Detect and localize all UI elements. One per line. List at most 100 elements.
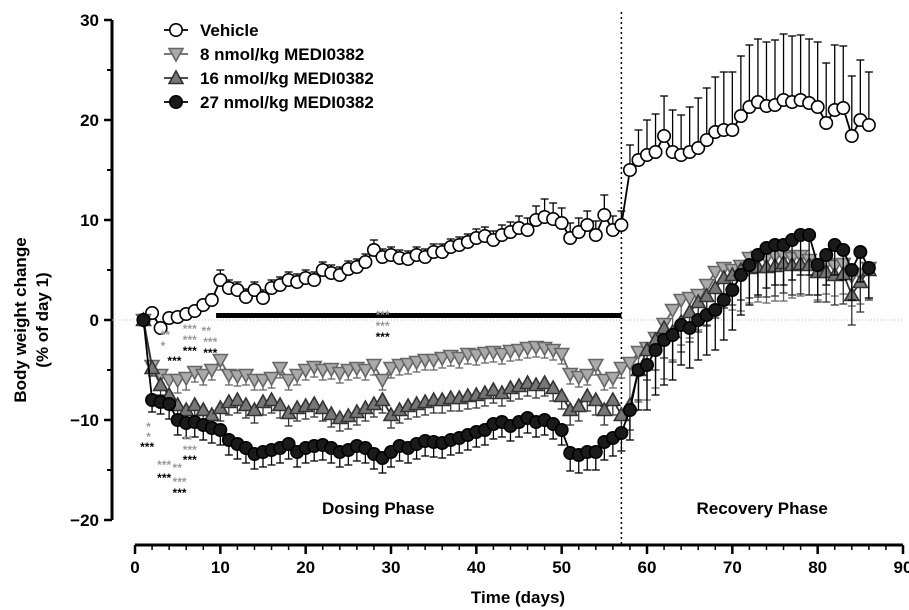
data-point [861, 260, 876, 275]
y-tick-label: −10 [70, 411, 99, 430]
x-tick-label: 0 [130, 558, 139, 577]
data-point [167, 69, 185, 85]
data-point [614, 218, 629, 233]
legend-label: Vehicle [200, 21, 259, 40]
data-point [844, 129, 859, 144]
data-point [167, 47, 185, 63]
data-point [357, 363, 374, 379]
data-point [307, 272, 322, 287]
data-point [622, 163, 637, 178]
data-point [288, 368, 306, 384]
data-point [648, 342, 663, 357]
x-axis-label: Time (days) [471, 588, 565, 607]
data-point [844, 262, 859, 277]
data-point [691, 141, 706, 156]
data-point [861, 118, 876, 133]
data-point [664, 303, 681, 319]
data-point [733, 109, 748, 124]
data-point [810, 100, 825, 115]
data-point [136, 312, 151, 327]
data-point [725, 123, 740, 138]
data-point [716, 292, 731, 307]
data-point [520, 223, 535, 238]
data-point [595, 401, 613, 417]
data-point [819, 248, 834, 263]
data-point [578, 387, 596, 403]
legend-item-1: Vehicle [164, 21, 259, 40]
significance-mark: ** [173, 461, 183, 475]
data-point [271, 361, 289, 377]
data-point [322, 405, 340, 421]
data-point [819, 116, 834, 131]
data-point [544, 379, 562, 395]
data-point [706, 279, 724, 295]
x-tick-label: 80 [808, 558, 827, 577]
significance-mark: *** [183, 443, 197, 457]
data-point [853, 245, 868, 260]
data-point [246, 401, 263, 417]
significance-mark: *** [376, 308, 390, 322]
series-3 [135, 254, 878, 432]
x-tick-label: 60 [638, 558, 657, 577]
significance-mark: *** [183, 453, 197, 467]
data-point [681, 291, 699, 307]
data-point [836, 243, 851, 258]
data-point [229, 391, 246, 407]
data-point [587, 358, 605, 374]
y-tick-label: 0 [90, 311, 99, 330]
data-point [580, 218, 595, 233]
data-point [588, 444, 603, 459]
data-point [162, 396, 177, 411]
significance-mark: *** [183, 322, 197, 336]
data-point [665, 327, 680, 342]
data-point [194, 401, 212, 417]
data-point [331, 366, 349, 382]
data-point [169, 22, 184, 37]
significance-marks: ****************************************… [140, 308, 390, 500]
legend-label: 16 nmol/kg MEDI0382 [200, 69, 374, 88]
significance-mark: * [146, 420, 151, 434]
x-tick-label: 30 [382, 558, 401, 577]
legend: Vehicle 8 nmol/kg MEDI0382 16 nmol/kg MEDI… [164, 21, 374, 112]
legend-item-3: 16 nmol/kg MEDI0382 [164, 69, 374, 88]
data-point [613, 361, 630, 377]
data-point [186, 396, 204, 412]
y-axis-label-line1: Body weight change [11, 237, 30, 402]
significance-mark: *** [376, 319, 390, 333]
legend-label: 8 nmol/kg MEDI0382 [200, 45, 364, 64]
data-point [597, 208, 612, 223]
data-point [281, 436, 296, 451]
data-point [536, 374, 553, 390]
significance-mark: *** [203, 335, 217, 349]
data-point [493, 347, 511, 363]
data-point [621, 356, 639, 372]
significance-mark: *** [167, 354, 181, 368]
data-point [639, 357, 654, 372]
significance-mark: *** [157, 458, 171, 472]
data-point [588, 228, 603, 243]
data-point [657, 129, 672, 144]
y-tick-label: −20 [70, 511, 99, 530]
data-point [382, 361, 400, 377]
data-point [152, 376, 169, 392]
significance-mark: ** [202, 324, 212, 338]
data-point [255, 290, 270, 305]
data-point [553, 387, 571, 403]
data-point [682, 320, 697, 335]
data-point [365, 358, 383, 374]
data-point [153, 320, 168, 335]
x-tick-label: 20 [296, 558, 315, 577]
significance-mark: ** [183, 433, 193, 447]
data-point [836, 101, 851, 116]
data-point [177, 371, 195, 387]
data-point [374, 391, 391, 407]
data-point [681, 303, 699, 319]
data-point [614, 425, 629, 440]
significance-mark: *** [183, 344, 197, 358]
data-point [648, 145, 663, 160]
data-point [810, 257, 825, 272]
data-point [204, 292, 219, 307]
data-point [211, 353, 229, 369]
data-point [485, 381, 502, 397]
